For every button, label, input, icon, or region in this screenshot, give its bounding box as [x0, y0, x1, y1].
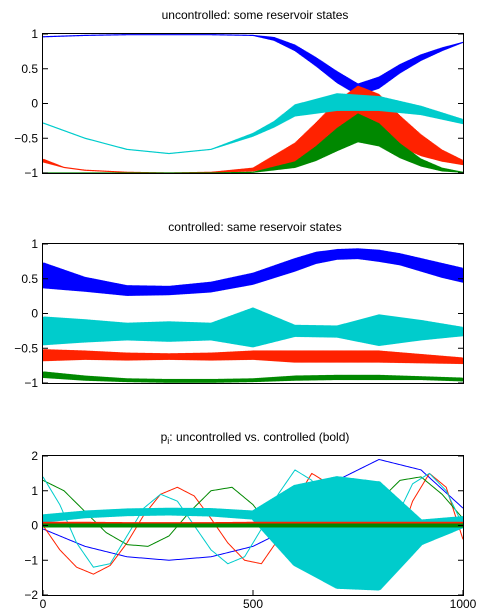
panel-2-title: controlled: same reservoir states [168, 220, 341, 234]
panel-2-ytick-label: 1 [31, 237, 38, 251]
panel-3-series-1-line [43, 458, 463, 561]
panel-3-xtick-label: 500 [243, 597, 263, 610]
panel-1-title: uncontrolled: some reservoir states [162, 8, 349, 22]
panel-1-ytick-label: −0.5 [14, 131, 38, 145]
panel-1-plot: 1 0.5 0 −0.5 −1 [14, 27, 463, 180]
panel-1-series-3-line [43, 113, 463, 173]
panel-2-ytick-label: −0.5 [14, 341, 38, 355]
panel-1-ytick-label: 0 [31, 97, 38, 111]
panel-3-plot: 210−1−20 500 1000 [24, 449, 476, 610]
panel-3-series-5-line [43, 476, 463, 591]
panel-1-series-4-line [43, 93, 463, 155]
panel-1-series-1-line [43, 34, 463, 96]
panel-2-ytick-label: 0.5 [21, 272, 38, 286]
panel-3-ytick-label: 0 [31, 519, 38, 533]
panel-1-ytick-label: −1 [24, 166, 38, 180]
panel-2-axes-box [42, 243, 464, 384]
panel-2-plot: 1 0.5 0 −0.5 −1 [14, 237, 463, 390]
panel-2: controlled: same reservoir states 1 0.5 0 −… [14, 220, 464, 390]
panel-3-title: pi: uncontrolled vs. controlled (bold) [161, 430, 350, 446]
panel-2-series-1-line [43, 248, 463, 297]
panel-2-series-group [43, 248, 463, 383]
panel-3-ytick-label: −1 [24, 553, 38, 567]
panel-1-series-2-line [43, 85, 463, 173]
panel-1: uncontrolled: some reservoir states 1 0.5… [14, 8, 464, 180]
panel-3-title-suffix: : uncontrolled vs. controlled (bold) [169, 430, 349, 444]
panel-3-axes-box [42, 455, 464, 596]
panel-3-xtick-label: 0 [40, 597, 47, 610]
panel-3-ytick-label: 2 [31, 449, 38, 463]
panel-2-ytick-label: −1 [24, 376, 38, 390]
panel-3-ytick-label: 1 [31, 484, 38, 498]
panel-1-axes-box [42, 33, 464, 174]
panel-3-title-main: p [161, 430, 168, 444]
panel-3: pi: uncontrolled vs. controlled (bold) 2… [24, 430, 476, 610]
panel-1-ytick-label: 0.5 [21, 62, 38, 76]
panel-2-ytick-label: 0 [31, 307, 38, 321]
panel-3-xtick-label: 1000 [450, 597, 477, 610]
panel-2-series-3-line [43, 371, 463, 383]
panel-3-series-group [43, 458, 463, 591]
panel-1-series-group [43, 34, 463, 173]
panel-2-series-2-line [43, 349, 463, 365]
panel-2-series-4-line [43, 307, 463, 348]
panel-3-ytick-label: −2 [24, 588, 38, 602]
panel-1-ytick-label: 1 [31, 27, 38, 41]
panel-3-series-3-line [43, 476, 463, 575]
panel-3-title-subscript: i [167, 436, 169, 446]
